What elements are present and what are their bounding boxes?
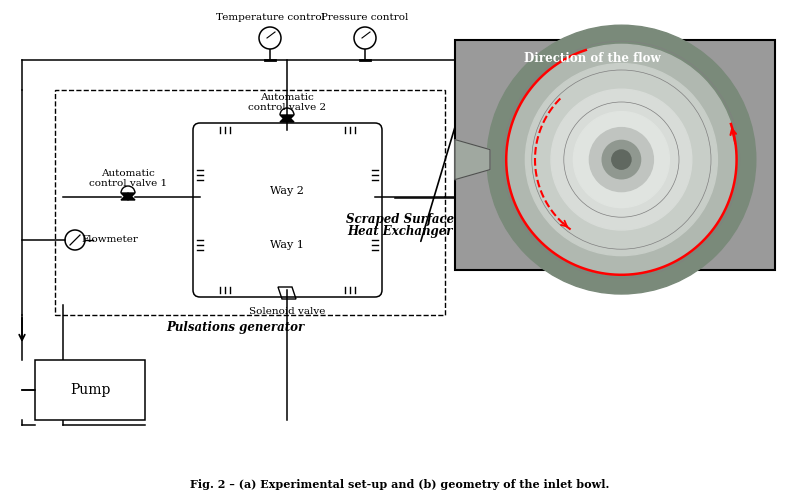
Text: Outlet bowl: Outlet bowl	[544, 80, 606, 89]
Circle shape	[65, 230, 85, 250]
Circle shape	[574, 112, 670, 208]
Text: Temperature control: Temperature control	[215, 14, 325, 22]
Text: Heat Exchanger: Heat Exchanger	[347, 226, 453, 238]
FancyBboxPatch shape	[463, 65, 528, 195]
Text: Way 1: Way 1	[270, 240, 304, 250]
Text: Automatic: Automatic	[260, 92, 314, 102]
Bar	[35, 360, 145, 420]
Bar	[455, 40, 775, 270]
Circle shape	[612, 150, 631, 169]
Circle shape	[590, 128, 654, 192]
Circle shape	[354, 27, 376, 49]
Text: Solenoid valve: Solenoid valve	[249, 306, 325, 316]
Polygon shape	[280, 115, 294, 122]
Text: control valve 1: control valve 1	[89, 180, 167, 188]
Polygon shape	[280, 115, 294, 122]
Text: Pulsations generator: Pulsations generator	[166, 322, 304, 334]
Circle shape	[259, 27, 281, 49]
Polygon shape	[121, 193, 135, 200]
Text: Flowmeter: Flowmeter	[82, 236, 138, 244]
Text: Direction of the flow: Direction of the flow	[524, 52, 661, 64]
Text: control valve 2: control valve 2	[248, 102, 326, 112]
Polygon shape	[121, 193, 135, 200]
Circle shape	[487, 25, 756, 294]
Text: Fig. 2 – (a) Experimental set-up and (b) geometry of the inlet bowl.: Fig. 2 – (a) Experimental set-up and (b)…	[190, 480, 610, 490]
Text: Scraped Surface: Scraped Surface	[346, 214, 454, 226]
Circle shape	[551, 89, 692, 230]
Circle shape	[602, 140, 641, 179]
FancyBboxPatch shape	[193, 123, 382, 297]
Text: Automatic: Automatic	[101, 168, 155, 177]
Polygon shape	[455, 140, 490, 179]
Text: Way 2: Way 2	[270, 186, 304, 196]
Text: Pump: Pump	[70, 383, 110, 397]
Text: Pressure control: Pressure control	[322, 14, 409, 22]
Bar	[55, 90, 445, 315]
Circle shape	[506, 44, 737, 275]
Text: Inlet bowl: Inlet bowl	[543, 135, 597, 144]
Circle shape	[526, 64, 718, 256]
